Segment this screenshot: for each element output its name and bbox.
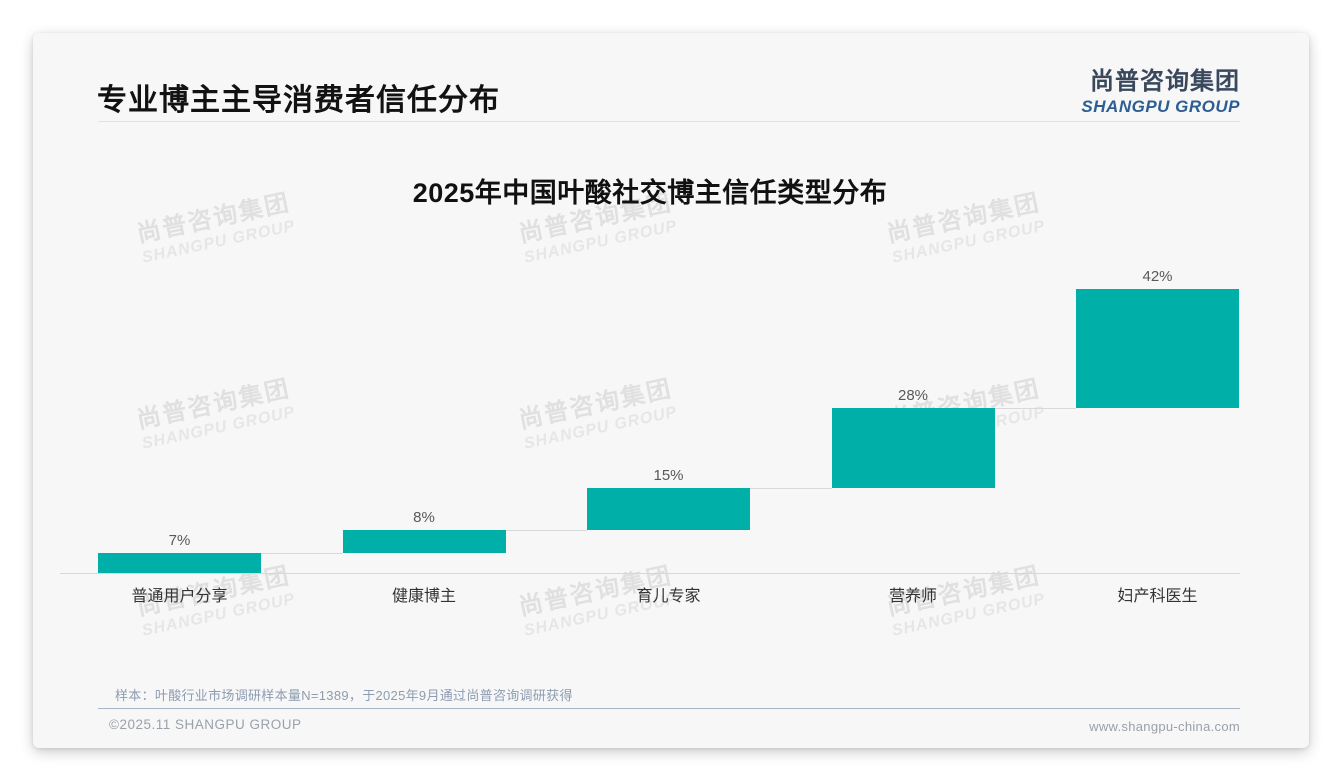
category-label: 健康博主 <box>391 588 456 605</box>
website-url: www.shangpu-china.com <box>1089 719 1240 734</box>
bar-2 <box>342 530 506 554</box>
bar-4 <box>831 408 995 488</box>
connector-line <box>750 487 832 489</box>
chart-title-wrap: 2025年中国叶酸社交博主信任类型分布 <box>60 171 1240 210</box>
company-logo: 尚普咨询集团 SHANGPU GROUP <box>1081 61 1240 117</box>
connector-line <box>261 553 343 555</box>
chart-title: 2025年中国叶酸社交博主信任类型分布 <box>412 178 888 208</box>
category-label: 普通用户分享 <box>131 588 228 605</box>
bar-3 <box>587 487 750 531</box>
copyright-text: ©2025.11 SHANGPU GROUP <box>109 717 302 732</box>
bar-value-label: 7% <box>168 532 191 550</box>
connector-line <box>505 530 587 532</box>
footer-divider <box>98 708 1240 709</box>
page-title: 专业博主主导消费者信任分布 <box>97 84 500 117</box>
bar-1 <box>98 553 261 573</box>
category-label: 营养师 <box>888 588 937 605</box>
bar-value-label: 15% <box>653 466 684 484</box>
logo-cn-text: 尚普咨询集团 <box>1090 68 1240 95</box>
title-divider <box>98 121 1240 122</box>
x-axis-line <box>60 573 1240 574</box>
waterfall-chart: 7% 普通用户分享 8% 健康博主 15% 育儿专家 28% 营养师 42% 妇产科医生 <box>33 33 1309 748</box>
category-label: 妇产科医生 <box>1117 588 1198 605</box>
slide-card: 尚普咨询集团 SHANGPU GROUP 尚普咨询集团 SHANGPU GROUP 尚普… <box>33 33 1309 748</box>
connector-line <box>994 408 1076 410</box>
category-label: 育儿专家 <box>636 588 701 605</box>
bar-value-label: 28% <box>897 387 929 405</box>
bar-5 <box>1076 288 1239 409</box>
sample-note: 样本：叶酸行业市场调研样本量N=1389，于2025年9月通过尚普咨询调研获得 <box>115 688 573 703</box>
bar-value-label: 42% <box>1142 267 1173 285</box>
bar-value-label: 8% <box>413 509 435 527</box>
logo-en-text: SHANGPU GROUP <box>1081 97 1240 116</box>
